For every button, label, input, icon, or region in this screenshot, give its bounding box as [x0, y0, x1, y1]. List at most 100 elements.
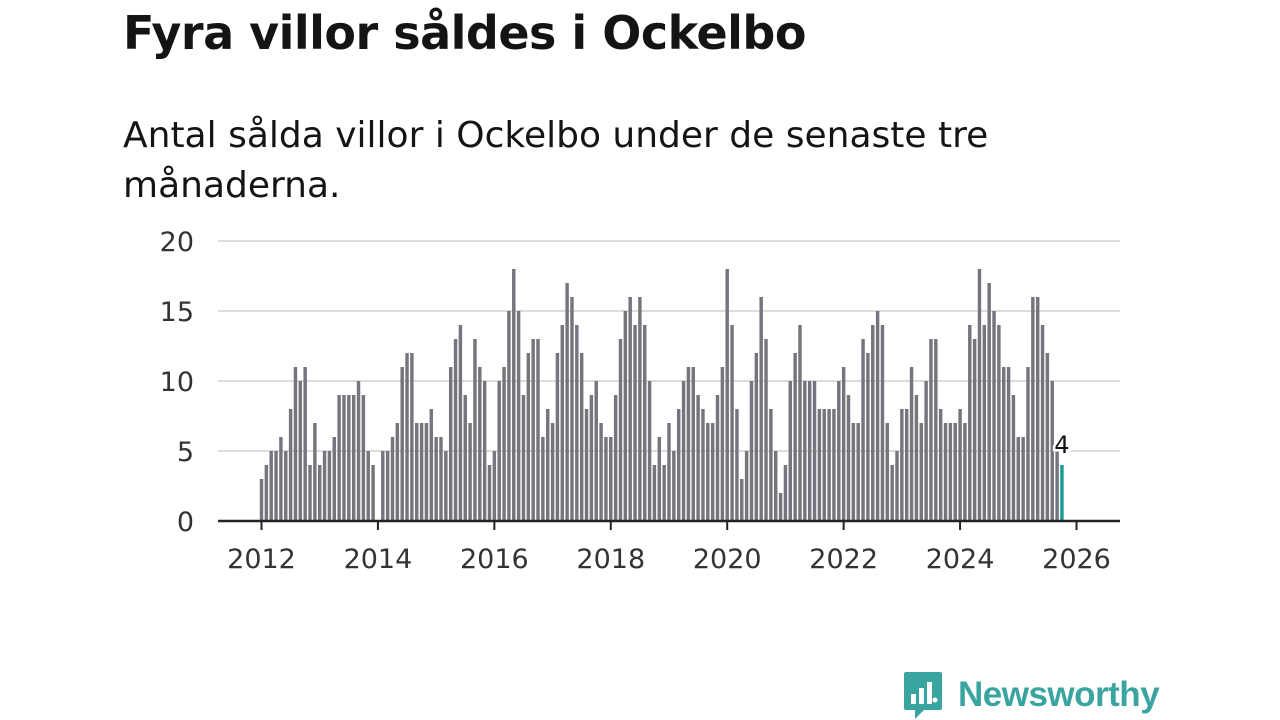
bar: [997, 325, 1001, 521]
bar: [914, 395, 919, 521]
bar: [982, 325, 987, 521]
x-tick-label: 2012: [227, 544, 296, 575]
bar: [356, 381, 361, 521]
x-tick-label: 2024: [926, 544, 995, 575]
bar: [992, 311, 996, 521]
bar: [342, 395, 346, 521]
bar: [303, 367, 307, 521]
bar: [536, 339, 540, 521]
bar: [934, 339, 938, 521]
bar: [473, 339, 477, 521]
bar: [1045, 353, 1050, 521]
bar: [565, 283, 569, 521]
bar: [1031, 297, 1035, 521]
x-tick-label: 2022: [809, 544, 878, 575]
axes: [218, 519, 1120, 530]
bar: [725, 269, 729, 521]
bar: [1050, 381, 1054, 521]
bar: [327, 451, 332, 521]
bar: [652, 465, 657, 521]
bar: [943, 423, 948, 521]
bar: [419, 423, 424, 521]
bar: [832, 409, 836, 521]
bar: [545, 409, 550, 521]
bar: [938, 409, 943, 521]
bar: [424, 423, 429, 521]
bar: [672, 451, 676, 521]
bar: [405, 353, 409, 521]
bar: [730, 325, 734, 521]
bar: [371, 465, 375, 521]
bar: [541, 437, 545, 521]
bar: [589, 395, 594, 521]
y-tick-label: 10: [160, 367, 194, 398]
bar: [313, 423, 317, 521]
highlight-annotation: 4: [1054, 431, 1069, 459]
bar: [385, 451, 390, 521]
bar: [429, 409, 434, 521]
chart-subtitle: Antal sålda villor i Ockelbo under de se…: [123, 115, 989, 206]
bar: [259, 479, 264, 521]
bar: [599, 423, 603, 521]
bar: [676, 409, 681, 521]
bar: [458, 325, 463, 521]
x-tick-label: 2014: [344, 544, 413, 575]
bar: [987, 283, 991, 521]
bar: [958, 409, 962, 521]
bar: [880, 325, 885, 521]
bar: [298, 381, 303, 521]
bar: [807, 381, 812, 521]
bar: [696, 395, 700, 521]
newsworthy-logo: Newsworthy: [902, 670, 1160, 720]
bar: [337, 395, 341, 521]
bar: [526, 353, 531, 521]
bar: [749, 381, 754, 521]
bar: [463, 395, 467, 521]
bar: [691, 367, 695, 521]
bar: [851, 423, 856, 521]
bar: [701, 409, 705, 521]
bar: [764, 339, 768, 521]
bar: [434, 437, 438, 521]
bar: [512, 269, 516, 521]
bar: [875, 311, 880, 521]
bar: [953, 423, 957, 521]
bar: [972, 339, 977, 521]
bar: [706, 423, 710, 521]
bar: [1026, 367, 1030, 521]
bar: [395, 423, 400, 521]
x-tick-label: 2018: [576, 544, 645, 575]
bar: [643, 325, 647, 521]
bar: [264, 465, 269, 521]
bar: [555, 353, 560, 521]
bar: [317, 465, 322, 521]
bar: [497, 381, 501, 521]
y-tick-label: 20: [160, 227, 194, 258]
bar: [948, 423, 953, 521]
bar: [1016, 437, 1021, 521]
bar: [351, 395, 356, 521]
bar: [288, 409, 293, 521]
bars: [259, 269, 1064, 521]
bar: [410, 353, 414, 521]
bar: [579, 353, 584, 521]
bar: [575, 325, 579, 521]
bar: [871, 325, 875, 521]
bar: [516, 311, 521, 521]
bar: [866, 353, 870, 521]
newsworthy-logo-icon: [904, 672, 942, 719]
bar: [366, 451, 370, 521]
bar: [618, 339, 623, 521]
bar: [322, 451, 327, 521]
bar: [963, 423, 967, 521]
bar: [667, 423, 671, 521]
bar: [453, 339, 458, 521]
bar: [841, 367, 846, 521]
bar: [904, 409, 909, 521]
bar: [662, 465, 666, 521]
bar: [778, 493, 783, 521]
bar: [1021, 437, 1025, 521]
bar: [754, 353, 759, 521]
bar: [400, 367, 404, 521]
